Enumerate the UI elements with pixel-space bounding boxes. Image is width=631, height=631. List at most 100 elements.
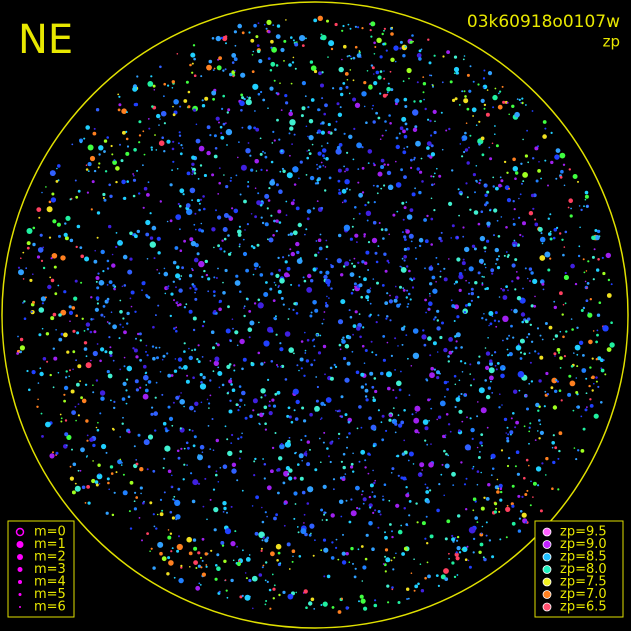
star <box>453 320 456 322</box>
star <box>256 243 260 247</box>
star <box>220 541 225 545</box>
star <box>227 234 230 237</box>
star <box>576 353 579 356</box>
star <box>97 166 100 169</box>
star <box>273 219 276 223</box>
star <box>210 330 215 335</box>
star <box>41 327 44 330</box>
star <box>226 144 228 146</box>
star <box>403 134 408 139</box>
star <box>435 257 438 259</box>
star <box>264 538 269 543</box>
star <box>491 555 495 559</box>
star <box>345 499 348 502</box>
star <box>361 166 365 170</box>
star <box>164 445 171 452</box>
star <box>344 72 349 76</box>
star <box>512 222 516 226</box>
magnitude-symbol <box>16 541 24 548</box>
star <box>289 232 293 236</box>
star <box>134 310 137 313</box>
star <box>316 333 319 336</box>
star <box>456 535 460 539</box>
star <box>424 239 429 244</box>
star <box>506 337 509 340</box>
star <box>239 290 242 293</box>
star <box>306 462 311 467</box>
star <box>541 338 544 341</box>
star <box>86 439 89 442</box>
star <box>406 587 410 591</box>
star <box>365 121 368 124</box>
star <box>224 35 228 38</box>
star <box>586 406 588 408</box>
star <box>323 431 326 434</box>
star <box>183 463 186 466</box>
star <box>518 517 522 520</box>
star <box>348 561 351 563</box>
star <box>564 302 567 305</box>
star <box>484 193 488 197</box>
star <box>380 421 383 424</box>
star <box>87 162 92 167</box>
star <box>563 355 567 358</box>
star <box>578 205 581 207</box>
star <box>147 181 150 184</box>
star <box>487 71 493 76</box>
star <box>338 499 344 505</box>
star <box>153 89 156 91</box>
star <box>374 46 377 48</box>
star <box>584 280 587 283</box>
star <box>310 279 314 283</box>
star <box>410 365 413 367</box>
star <box>494 351 497 354</box>
star <box>436 351 439 353</box>
star <box>349 27 352 30</box>
star <box>451 471 456 477</box>
star <box>518 98 521 101</box>
star <box>172 280 175 283</box>
star <box>201 451 204 454</box>
star <box>189 187 196 194</box>
star <box>391 26 393 29</box>
star <box>222 227 228 232</box>
star <box>364 261 368 265</box>
star <box>275 543 282 550</box>
star <box>311 143 314 146</box>
star <box>488 324 490 327</box>
star <box>198 208 201 212</box>
star <box>193 172 197 175</box>
star <box>591 357 594 360</box>
star <box>489 361 493 366</box>
star <box>185 303 188 306</box>
star <box>145 344 148 347</box>
star <box>480 210 484 213</box>
star <box>412 109 419 116</box>
star <box>387 184 394 190</box>
star <box>373 201 376 204</box>
star <box>89 155 96 162</box>
star <box>306 440 310 444</box>
star <box>106 370 110 374</box>
star <box>209 360 212 362</box>
star <box>537 352 540 355</box>
star <box>522 172 528 178</box>
star <box>359 335 362 339</box>
star <box>461 135 468 141</box>
star <box>305 359 310 363</box>
star <box>231 318 234 321</box>
star <box>468 526 476 534</box>
star <box>399 265 402 268</box>
star <box>19 337 24 342</box>
star <box>453 72 456 74</box>
star <box>343 356 347 361</box>
star <box>567 392 572 397</box>
star <box>357 26 360 29</box>
star <box>307 135 309 138</box>
star <box>306 156 310 160</box>
star <box>430 443 432 445</box>
star <box>239 338 245 345</box>
star <box>360 385 365 389</box>
star <box>163 457 166 460</box>
star <box>252 273 255 276</box>
